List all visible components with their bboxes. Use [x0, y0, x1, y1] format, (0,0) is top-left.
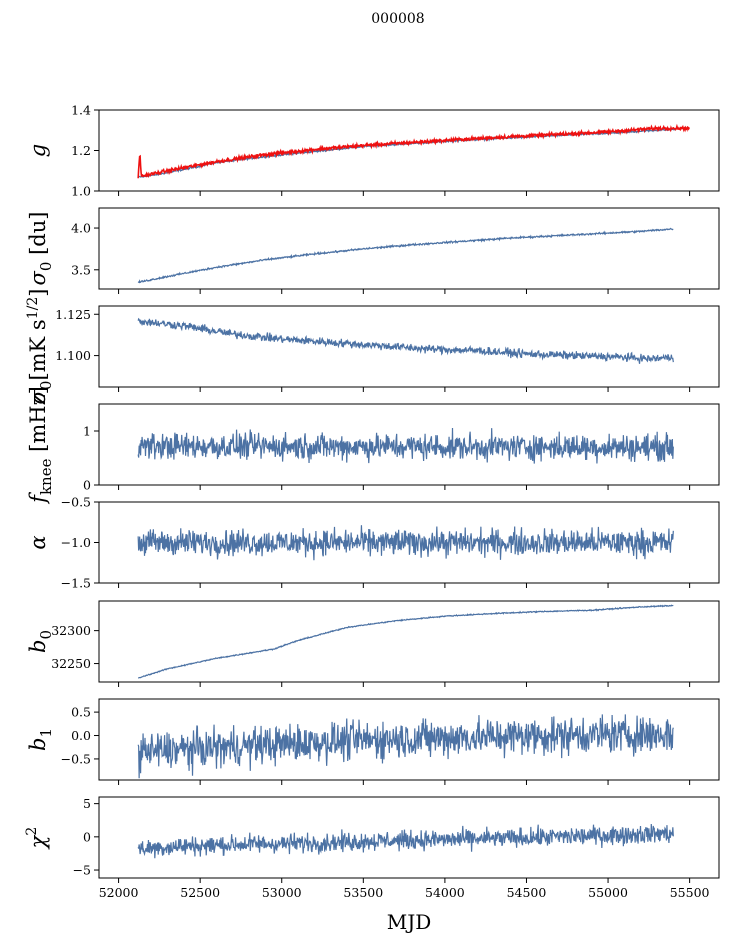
y-tick-label: 1 — [83, 424, 91, 439]
y-axis-label-b0: b0 — [26, 630, 55, 653]
axes-frame — [98, 305, 720, 388]
y-tick-label: −0.5 — [61, 751, 91, 766]
series-alpha-alpha — [137, 525, 674, 561]
y-axis-label-sigma0_mK: σ0[mK s1/2] — [25, 289, 55, 405]
y-tick-label: 0 — [83, 829, 91, 844]
x-axis-label: MJD — [387, 910, 432, 934]
panel-sigma0_du: 3.5 4.0 σ0 [du] — [26, 207, 720, 294]
y-axis-label-chi2: χ2 — [24, 827, 50, 851]
y-tick-label: 3.5 — [71, 262, 91, 277]
x-tick-label: 53500 — [343, 885, 383, 900]
y-tick-label: −0.5 — [61, 495, 91, 510]
y-tick-label: 32250 — [51, 656, 91, 671]
series-gain-measured — [137, 123, 690, 179]
series-b0-b0 — [138, 604, 674, 679]
y-tick-label: −1.5 — [61, 576, 91, 591]
series-fknee-fknee — [137, 427, 674, 464]
y-axis-label-sigma0_du: σ0 [du] — [26, 212, 55, 286]
series-gain-model — [137, 127, 677, 178]
panel-alpha: −1.5 −1.0 −0.5 α — [26, 495, 720, 591]
y-axis-label-b1: b1 — [26, 728, 55, 751]
axes-frame — [98, 796, 720, 879]
y-tick-label: 1.100 — [55, 348, 91, 363]
panel-fknee: 0 1 fknee [mHz] — [26, 386, 720, 505]
y-tick-label: 4.0 — [71, 221, 91, 236]
y-axis-label-alpha: α — [26, 535, 50, 549]
x-tick-label: 52000 — [99, 885, 139, 900]
y-tick-label: −1.0 — [61, 535, 91, 550]
panel-chi2: −5 0 5 52000 52500 53000 53500 54000 54500 55000 5… — [24, 796, 720, 900]
chart-title: 000008 — [371, 11, 424, 27]
y-tick-label: 1.4 — [71, 103, 91, 118]
x-tick-label: 55500 — [670, 885, 710, 900]
y-tick-label: 0.0 — [71, 728, 91, 743]
y-tick-label: 0.5 — [71, 705, 91, 720]
y-axis-label-gain: g — [26, 144, 50, 157]
panel-gain: 1.0 1.2 1.4 g — [26, 103, 720, 199]
y-tick-label: 0 — [83, 478, 91, 493]
y-tick-label: 1.0 — [71, 184, 91, 199]
y-tick-label: 1.2 — [71, 143, 91, 158]
series-b1-b1 — [137, 714, 674, 779]
y-tick-label: 1.125 — [55, 307, 91, 322]
axes-frame — [98, 403, 720, 486]
y-axis-label-fknee: fknee [mHz] — [26, 386, 55, 505]
panel-b1: −0.5 0.0 0.5 b1 — [26, 698, 720, 785]
series-sigma0_du-sigma0 — [137, 227, 674, 284]
x-tick-label: 54500 — [507, 885, 547, 900]
y-tick-label: 32300 — [51, 623, 91, 638]
x-tick-label: 55000 — [588, 885, 628, 900]
x-tick-label: 53000 — [262, 885, 302, 900]
axes-frame — [98, 698, 720, 781]
y-tick-label: −5 — [73, 863, 91, 878]
x-tick-label: 52500 — [180, 885, 220, 900]
axes-frame — [98, 109, 720, 192]
series-sigma0_mK-sigma0_cal — [137, 317, 674, 364]
y-tick-label: 5 — [83, 796, 91, 811]
series-chi2-chi2 — [137, 823, 674, 859]
x-tick-label: 54000 — [425, 885, 465, 900]
axes-frame — [98, 600, 720, 683]
axes-frame — [98, 207, 720, 290]
